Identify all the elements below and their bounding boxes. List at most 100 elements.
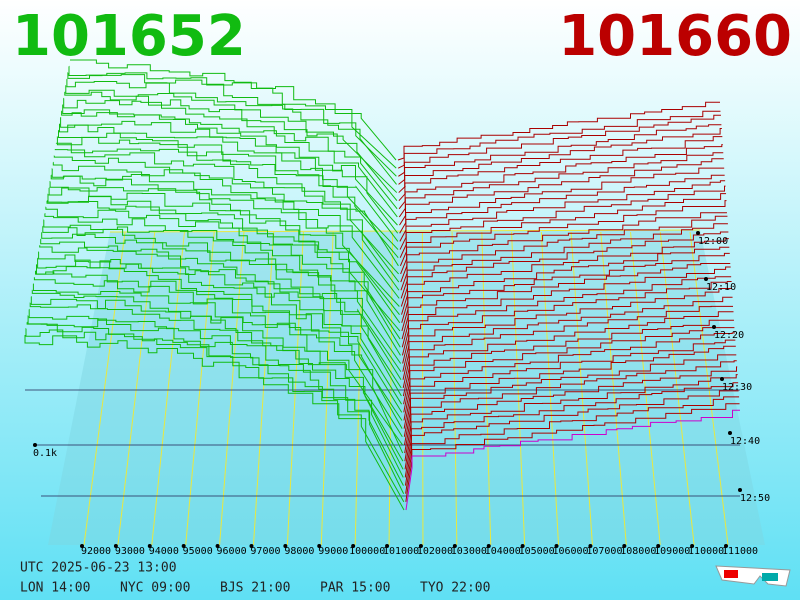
ask-line bbox=[402, 311, 734, 397]
ask-line bbox=[399, 167, 725, 234]
bid-line bbox=[63, 97, 398, 210]
ask-price: 101660 bbox=[558, 4, 792, 69]
tick-dot bbox=[690, 544, 695, 548]
bid-line bbox=[70, 59, 397, 161]
ask-line bbox=[401, 238, 729, 315]
grid-line bbox=[286, 231, 304, 546]
ask-line bbox=[398, 144, 723, 210]
bid-line bbox=[36, 264, 403, 421]
tick-dot bbox=[656, 544, 661, 548]
ask-line bbox=[400, 231, 729, 307]
time-label: 12:50 bbox=[740, 493, 770, 504]
grid-line bbox=[481, 231, 492, 546]
time-label: 12:20 bbox=[714, 330, 744, 341]
ask-line bbox=[400, 200, 727, 275]
glasses-icon bbox=[715, 565, 791, 587]
ask-line bbox=[400, 212, 727, 283]
clock: LON 14:00 bbox=[20, 581, 90, 596]
price-label: 105000 bbox=[519, 546, 555, 557]
time-label: 12:10 bbox=[706, 282, 736, 293]
bid-line bbox=[45, 206, 401, 348]
grid-line bbox=[421, 231, 424, 546]
bid-line bbox=[51, 168, 400, 299]
grid-line bbox=[354, 231, 364, 546]
bid-line bbox=[61, 110, 398, 226]
bid-line bbox=[25, 328, 405, 503]
ask-line bbox=[404, 360, 737, 454]
ask-line bbox=[399, 158, 724, 226]
clock: BJS 21:00 bbox=[220, 581, 290, 596]
bid-line bbox=[38, 251, 403, 405]
ask-line bbox=[401, 246, 730, 323]
tick-dot bbox=[452, 544, 457, 548]
grid-line bbox=[388, 231, 394, 546]
price-label: 101000 bbox=[383, 546, 419, 557]
price-label: 107000 bbox=[586, 546, 622, 557]
bid-line bbox=[52, 161, 400, 291]
price-label: 103000 bbox=[451, 546, 487, 557]
tick-dot bbox=[351, 544, 356, 548]
price-label: 111000 bbox=[722, 546, 758, 557]
bid-line bbox=[29, 302, 404, 470]
bid-line bbox=[47, 193, 401, 332]
tick-dot bbox=[418, 544, 423, 548]
grid-line bbox=[570, 231, 593, 546]
bid-line bbox=[58, 129, 399, 250]
utc-time: UTC 2025-06-23 13:00 bbox=[20, 561, 177, 576]
depth-label: 0.1k bbox=[33, 448, 57, 459]
bid-line bbox=[60, 117, 399, 234]
tick-dot bbox=[317, 544, 322, 548]
price-label: 94000 bbox=[149, 546, 179, 557]
bid-line bbox=[37, 257, 403, 413]
grid-line bbox=[83, 231, 126, 546]
ask-line bbox=[401, 266, 731, 348]
bid-line bbox=[28, 308, 404, 478]
tick-dot bbox=[712, 325, 716, 329]
time-label: 12:30 bbox=[722, 382, 752, 393]
tick-dot bbox=[554, 544, 559, 548]
tick-dot bbox=[588, 544, 593, 548]
bid-line bbox=[27, 315, 404, 486]
price-label: 110000 bbox=[688, 546, 724, 557]
ask-line bbox=[402, 281, 732, 364]
price-label: 92000 bbox=[81, 546, 111, 557]
tick-dot bbox=[385, 544, 390, 548]
tick-dot bbox=[486, 544, 491, 548]
price-label: 95000 bbox=[183, 546, 213, 557]
price-label: 106000 bbox=[552, 546, 588, 557]
grid-line bbox=[151, 231, 185, 546]
bid-line bbox=[46, 200, 401, 340]
ask-line bbox=[403, 345, 736, 437]
ask-line bbox=[400, 215, 728, 291]
tick-dot bbox=[283, 544, 288, 548]
price-label: 93000 bbox=[115, 546, 145, 557]
bid-line bbox=[33, 276, 403, 438]
bid-line bbox=[68, 65, 397, 169]
ask-line bbox=[400, 223, 728, 299]
bid-line bbox=[24, 335, 405, 511]
bid-line bbox=[32, 283, 403, 446]
ask-line bbox=[401, 276, 732, 356]
floor-grid bbox=[25, 229, 740, 546]
grid-line bbox=[511, 231, 526, 546]
price-label: 102000 bbox=[417, 546, 453, 557]
ask-line bbox=[398, 128, 722, 193]
bid-line bbox=[67, 72, 397, 177]
tick-dot bbox=[720, 377, 724, 381]
ask-line bbox=[405, 403, 740, 502]
ask-line bbox=[402, 305, 734, 389]
bid-price: 101652 bbox=[12, 4, 246, 69]
ask-line bbox=[399, 174, 725, 242]
bid-line bbox=[41, 232, 402, 381]
tick-dot bbox=[724, 544, 728, 548]
price-label: 98000 bbox=[284, 546, 314, 557]
bid-line bbox=[40, 238, 402, 389]
ask-line bbox=[404, 374, 738, 470]
ask-line bbox=[398, 124, 722, 185]
clock: PAR 15:00 bbox=[320, 581, 390, 596]
bid-line bbox=[44, 212, 401, 356]
ask-line bbox=[403, 332, 735, 421]
tick-dot bbox=[622, 544, 627, 548]
